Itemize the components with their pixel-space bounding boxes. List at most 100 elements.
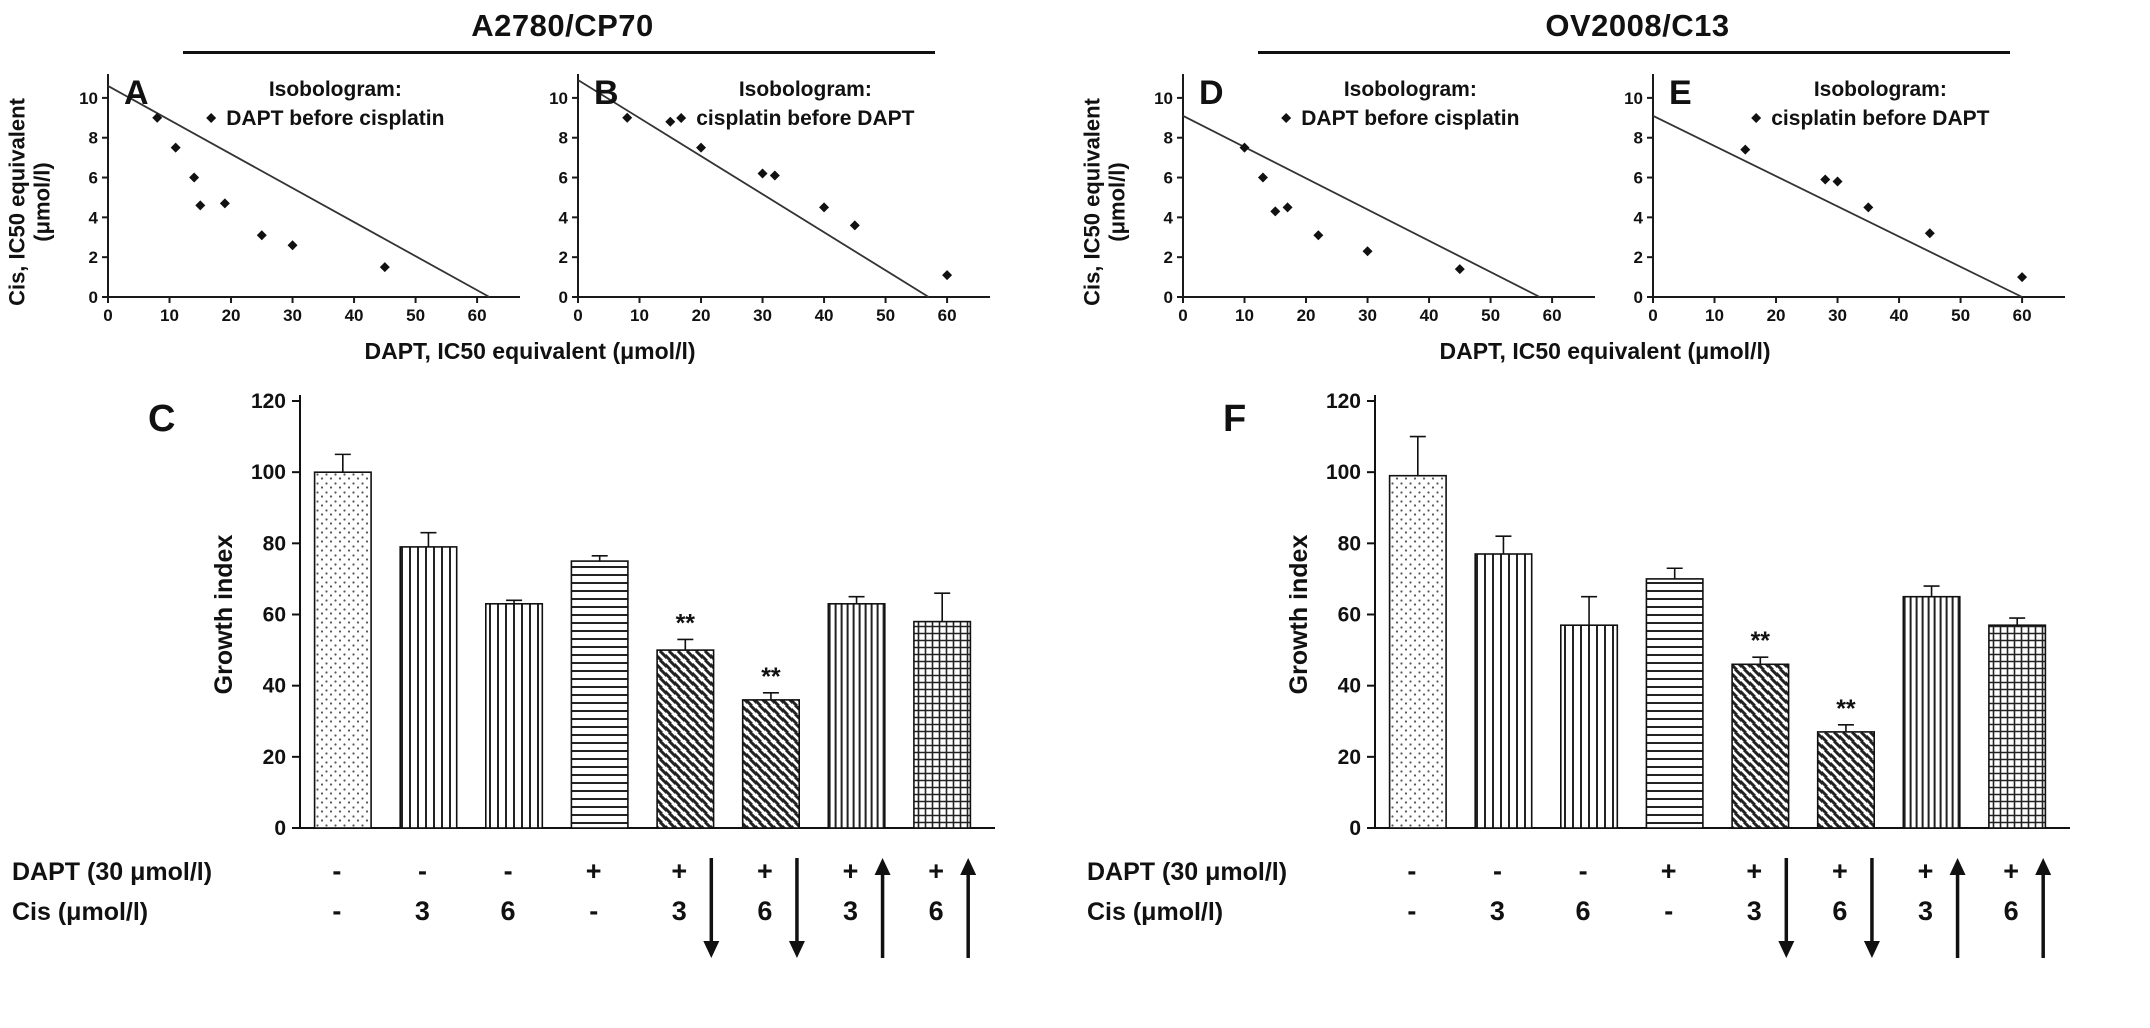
x-row-value: 6 [757, 896, 772, 926]
x-row-value: + [671, 856, 687, 886]
x-row-value: 6 [929, 896, 944, 926]
svg-text:30: 30 [753, 306, 772, 325]
y-tick-label: 20 [1338, 746, 1361, 769]
x-row-value: 3 [672, 896, 687, 926]
svg-text:20: 20 [222, 306, 241, 325]
panel-letter: F [1223, 398, 1246, 440]
significance-marker: ** [676, 609, 696, 637]
additivity-line [107, 85, 490, 298]
arrow-down-icon [703, 858, 720, 958]
svg-text:20: 20 [1297, 306, 1316, 325]
svg-text:0: 0 [559, 288, 568, 307]
svg-text:10: 10 [160, 306, 179, 325]
svg-text:8: 8 [1164, 129, 1173, 148]
svg-text:4: 4 [1164, 208, 1174, 227]
error-bar [762, 691, 779, 700]
error-bar [506, 599, 523, 604]
bar-svg: C Growth index 0 20 40 60 80 100 120 ** ** DAPT (30… [12, 390, 995, 958]
scatter-panel-B: 0 10 20 30 40 50 60 0 2 4 6 8 10 B Isobologram: cisplat… [530, 68, 1000, 336]
error-bar [2009, 617, 2026, 626]
x-row-value: - [1407, 856, 1416, 886]
svg-text:20: 20 [692, 306, 711, 325]
data-points [622, 112, 953, 281]
arrow-up-icon [1949, 858, 1966, 958]
x-row-value: + [843, 856, 859, 886]
svg-text:10: 10 [549, 89, 568, 108]
svg-text:10: 10 [1154, 89, 1173, 108]
svg-text:20: 20 [1767, 306, 1786, 325]
y-tick-label: 40 [1338, 675, 1361, 698]
data-points [152, 112, 390, 273]
legend-series-label: cisplatin before DAPT [1771, 107, 1989, 130]
svg-text:50: 50 [1481, 306, 1500, 325]
significance-marker: ** [1751, 627, 1771, 655]
svg-text:40: 40 [815, 306, 834, 325]
bar-panel-C: C Growth index 0 20 40 60 80 100 120 ** ** DAPT (30… [0, 373, 1075, 998]
scatter-panel-E: 0 10 20 30 40 50 60 0 2 4 6 8 10 E Isobologram: cisplat… [1605, 68, 2075, 336]
bar [827, 603, 886, 829]
bar [1559, 624, 1619, 829]
x-row-value: + [757, 856, 773, 886]
bar [1474, 553, 1533, 829]
bar [913, 620, 972, 829]
error-bar [1495, 535, 1512, 555]
svg-text:6: 6 [1164, 169, 1173, 188]
y-tick-label: 80 [263, 532, 286, 555]
svg-text:10: 10 [79, 89, 98, 108]
x-row-value: + [1832, 856, 1848, 886]
arrow-up-icon [2035, 858, 2052, 958]
error-bar [1752, 656, 1769, 665]
scatter-panel-A: 0 10 20 30 40 50 60 0 2 4 6 8 10 A Isobologram: DAPT be… [60, 68, 530, 336]
additivity-line [577, 79, 930, 298]
legend-title: Isobologram: [269, 78, 402, 101]
bar [399, 546, 458, 829]
x-row-value: 6 [1832, 896, 1847, 926]
bar-svg: F Growth index 0 20 40 60 80 100 120 ** ** DAPT (30… [1087, 390, 2070, 958]
error-bar [1837, 724, 1854, 732]
legend-series: cisplatin before DAPT [676, 107, 915, 130]
svg-text:0: 0 [103, 306, 112, 325]
panel-letter: E [1669, 74, 1692, 112]
axes [572, 74, 990, 303]
svg-text:8: 8 [1634, 129, 1643, 148]
svg-text:30: 30 [1828, 306, 1847, 325]
svg-text:60: 60 [468, 306, 487, 325]
svg-text:2: 2 [89, 248, 98, 267]
bar [741, 699, 801, 829]
svg-text:0: 0 [1178, 306, 1187, 325]
x-row-value: - [332, 896, 341, 926]
panel-letter: B [594, 74, 619, 112]
additivity-line [1182, 115, 1541, 298]
bar [570, 560, 629, 829]
panel-letter: C [148, 398, 175, 440]
scatter-svg: 0 10 20 30 40 50 60 0 2 4 6 8 10 B Isobologram: cisplat… [549, 74, 990, 325]
legend-series-label: cisplatin before DAPT [696, 107, 914, 130]
cis-axis-label-line2: (μmol/l) [1105, 162, 1130, 242]
group-title-underline-left [182, 51, 936, 54]
x-row-value: 3 [415, 896, 430, 926]
bar [1388, 474, 1447, 829]
bar [313, 471, 372, 829]
data-points [1740, 144, 2028, 283]
svg-text:0: 0 [573, 306, 582, 325]
svg-text:30: 30 [283, 306, 302, 325]
svg-text:4: 4 [89, 208, 99, 227]
bar [1902, 595, 1961, 829]
svg-text:50: 50 [876, 306, 895, 325]
x-row-value: - [1664, 896, 1673, 926]
x-row-value: 3 [843, 896, 858, 926]
x-row-value: - [1407, 896, 1416, 926]
panel-letter: D [1199, 74, 1224, 112]
cis-axis-label-text-left: Cis, IC50 equivalent (μmol/l) [5, 98, 56, 306]
x-row-value: 3 [1918, 896, 1933, 926]
axes [102, 74, 520, 303]
legend-series: DAPT before cisplatin [1281, 107, 1519, 130]
cis-axis-label-right: Cis, IC50 equivalent (μmol/l) [1075, 68, 1135, 336]
svg-text:40: 40 [345, 306, 364, 325]
y-tick-label: 100 [251, 461, 286, 484]
panel-group-a2780: A2780/CP70 Cis, IC50 equivalent (μmol/l)… [0, 8, 1075, 1028]
axes [1647, 74, 2065, 303]
x-row-label: DAPT (30 μmol/l) [1087, 858, 1287, 886]
x-row-value: + [2003, 856, 2019, 886]
